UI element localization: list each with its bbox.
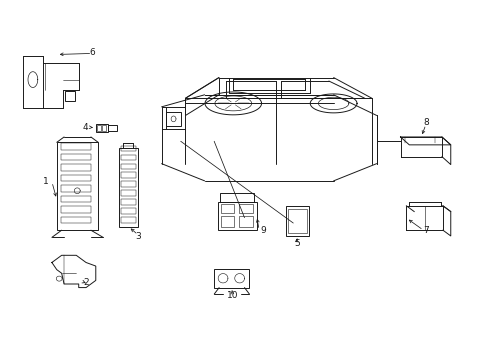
Text: 7: 7: [423, 226, 428, 235]
Bar: [121, 154, 136, 160]
Bar: [288, 209, 306, 233]
Bar: [121, 172, 136, 178]
Text: 6: 6: [89, 48, 95, 57]
Text: 4: 4: [82, 123, 88, 132]
Text: 2: 2: [83, 278, 89, 287]
Bar: [220, 193, 254, 202]
Bar: [97, 126, 101, 131]
Bar: [65, 91, 75, 101]
Bar: [108, 125, 117, 131]
Bar: [61, 206, 91, 212]
Text: 8: 8: [422, 118, 428, 127]
Bar: [121, 208, 136, 214]
Bar: [239, 204, 252, 213]
Bar: [61, 175, 91, 181]
Text: 3: 3: [135, 232, 141, 241]
Bar: [61, 154, 91, 160]
Bar: [57, 142, 98, 230]
Bar: [166, 112, 181, 126]
Bar: [121, 190, 136, 196]
Bar: [214, 269, 249, 288]
Text: 9: 9: [260, 226, 265, 235]
Text: 10: 10: [226, 291, 238, 300]
Bar: [61, 217, 91, 223]
Bar: [220, 216, 234, 226]
Bar: [121, 181, 136, 187]
Bar: [220, 204, 234, 213]
Bar: [102, 126, 106, 131]
Bar: [121, 199, 136, 205]
Bar: [119, 148, 138, 226]
Bar: [61, 164, 91, 171]
Bar: [121, 163, 136, 169]
Bar: [61, 195, 91, 202]
Bar: [121, 145, 136, 151]
Bar: [217, 202, 256, 230]
Bar: [61, 143, 91, 149]
Text: 1: 1: [43, 177, 49, 186]
Bar: [96, 124, 108, 132]
Bar: [239, 216, 252, 226]
Bar: [285, 206, 309, 235]
Text: 5: 5: [293, 239, 299, 248]
Bar: [61, 185, 91, 192]
Bar: [121, 217, 136, 223]
